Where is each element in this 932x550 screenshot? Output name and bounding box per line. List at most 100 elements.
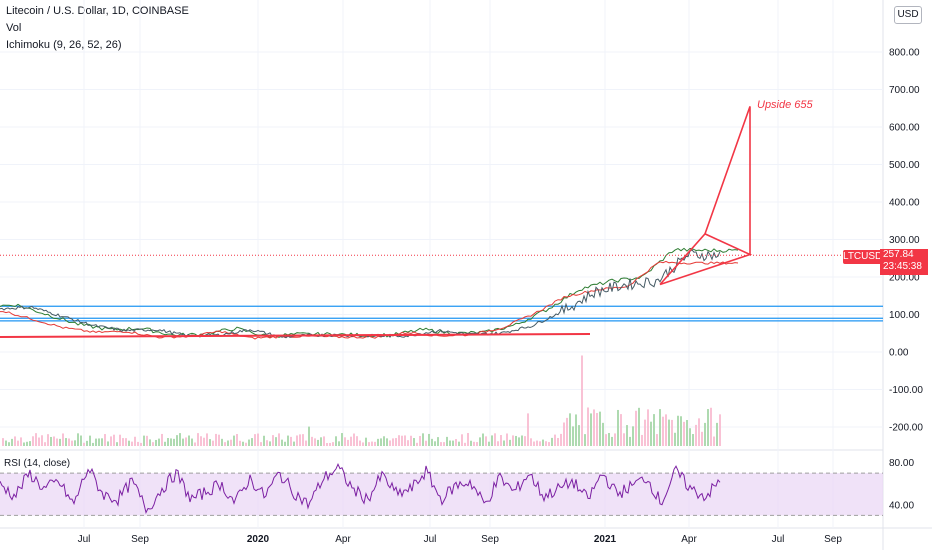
volume-bar bbox=[122, 438, 124, 446]
volume-bar bbox=[422, 433, 424, 446]
volume-bar bbox=[242, 441, 244, 446]
rsi-tick-label: 80.00 bbox=[889, 458, 914, 469]
volume-bar bbox=[584, 434, 586, 446]
volume-bar bbox=[656, 434, 658, 446]
volume-bar bbox=[335, 436, 337, 446]
price-tick-label: -200.00 bbox=[889, 423, 923, 434]
volume-bar bbox=[593, 409, 595, 446]
bar-countdown: 23:45:38 bbox=[883, 261, 922, 272]
volume-bar bbox=[287, 435, 289, 446]
rsi-pane bbox=[0, 462, 883, 516]
volume-bar bbox=[146, 435, 148, 446]
volume-bar bbox=[341, 433, 343, 446]
volume-bar bbox=[161, 433, 163, 446]
volume-bar bbox=[110, 436, 112, 446]
volume-bar bbox=[218, 434, 220, 446]
volume-bar bbox=[203, 437, 205, 446]
volume-bar bbox=[467, 433, 469, 446]
volume-bar bbox=[26, 441, 28, 446]
volume-bar bbox=[707, 409, 709, 446]
volume-bar bbox=[677, 415, 679, 446]
volume-bar bbox=[530, 438, 532, 446]
volume-bar bbox=[545, 441, 547, 446]
volume-bar bbox=[44, 442, 46, 446]
volume-bar bbox=[86, 440, 88, 446]
volume-bar bbox=[674, 432, 676, 446]
volume-bar bbox=[617, 409, 619, 446]
volume-bar bbox=[155, 439, 157, 446]
volume-bar bbox=[302, 434, 304, 446]
volume-bar bbox=[95, 438, 97, 446]
volume-bar bbox=[620, 414, 622, 446]
volume-bar bbox=[278, 433, 280, 446]
volume-bar bbox=[356, 436, 358, 446]
volume-bar bbox=[116, 442, 118, 446]
volume-bar bbox=[710, 407, 712, 446]
rsi-line bbox=[0, 462, 721, 514]
pattern-drawings bbox=[0, 106, 753, 338]
triangle-pattern bbox=[659, 232, 753, 286]
volume-bar bbox=[230, 439, 232, 446]
ichimoku-indicator-label[interactable]: Ichimoku (9, 26, 52, 26) bbox=[6, 39, 122, 51]
volume-bar bbox=[527, 413, 529, 446]
volume-bar bbox=[194, 442, 196, 446]
volume-bar bbox=[23, 442, 25, 446]
volume-bar bbox=[641, 434, 643, 446]
volume-bar bbox=[293, 441, 295, 446]
currency-button[interactable]: USD bbox=[894, 6, 922, 24]
volume-bar bbox=[71, 440, 73, 446]
volume-bar bbox=[536, 440, 538, 446]
volume-bar bbox=[254, 434, 256, 446]
rsi-indicator-label[interactable]: RSI (14, close) bbox=[4, 458, 71, 469]
volume-indicator-label[interactable]: Vol bbox=[6, 22, 22, 34]
ichimoku-cloud bbox=[0, 247, 739, 340]
volume-bar bbox=[107, 441, 109, 446]
volume-bar bbox=[308, 426, 310, 446]
time-tick-label: 2020 bbox=[247, 534, 270, 545]
volume-bar bbox=[329, 442, 331, 446]
volume-bar bbox=[326, 442, 328, 446]
volume-bar bbox=[221, 438, 223, 446]
volume-bar bbox=[368, 442, 370, 446]
volume-bar bbox=[719, 414, 721, 446]
volume-bar bbox=[353, 433, 355, 446]
volume-bar bbox=[272, 435, 274, 446]
volume-bar bbox=[473, 441, 475, 446]
time-axis: Jul Sep 2020 Apr Jul Sep 2021 Apr Jul Sep bbox=[78, 534, 843, 545]
volume-bar bbox=[581, 355, 583, 446]
volume-bar bbox=[167, 438, 169, 446]
volume-bar bbox=[8, 442, 10, 446]
volume-bar bbox=[623, 433, 625, 446]
volume-bar bbox=[215, 433, 217, 446]
volume-bar bbox=[101, 438, 103, 446]
volume-bar bbox=[290, 436, 292, 446]
volume-bar bbox=[170, 438, 172, 446]
volume-bar bbox=[143, 435, 145, 446]
volume-bar bbox=[20, 437, 22, 446]
volume-bar bbox=[284, 441, 286, 446]
volume-bar bbox=[443, 442, 445, 446]
volume-bar bbox=[305, 440, 307, 446]
volume-bar bbox=[701, 431, 703, 446]
volume-bar bbox=[716, 422, 718, 446]
volume-bar bbox=[713, 436, 715, 446]
volume-bar bbox=[668, 419, 670, 446]
volume-bar bbox=[14, 436, 16, 446]
time-tick-label: Jul bbox=[78, 534, 91, 545]
volume-bar bbox=[659, 409, 661, 446]
volume-bar bbox=[164, 441, 166, 446]
volume-bar bbox=[602, 422, 604, 446]
volume-bar bbox=[227, 440, 229, 446]
volume-bar bbox=[380, 438, 382, 446]
time-tick-label: Jul bbox=[424, 534, 437, 545]
volume-bar bbox=[299, 434, 301, 446]
support-trendline bbox=[0, 333, 591, 338]
volume-bar bbox=[392, 438, 394, 446]
volume-bar bbox=[32, 436, 34, 446]
volume-bar bbox=[470, 440, 472, 446]
volume-bar bbox=[92, 442, 94, 446]
volume-bar bbox=[59, 438, 61, 446]
volume-bar bbox=[371, 441, 373, 446]
volume-bar bbox=[320, 437, 322, 446]
